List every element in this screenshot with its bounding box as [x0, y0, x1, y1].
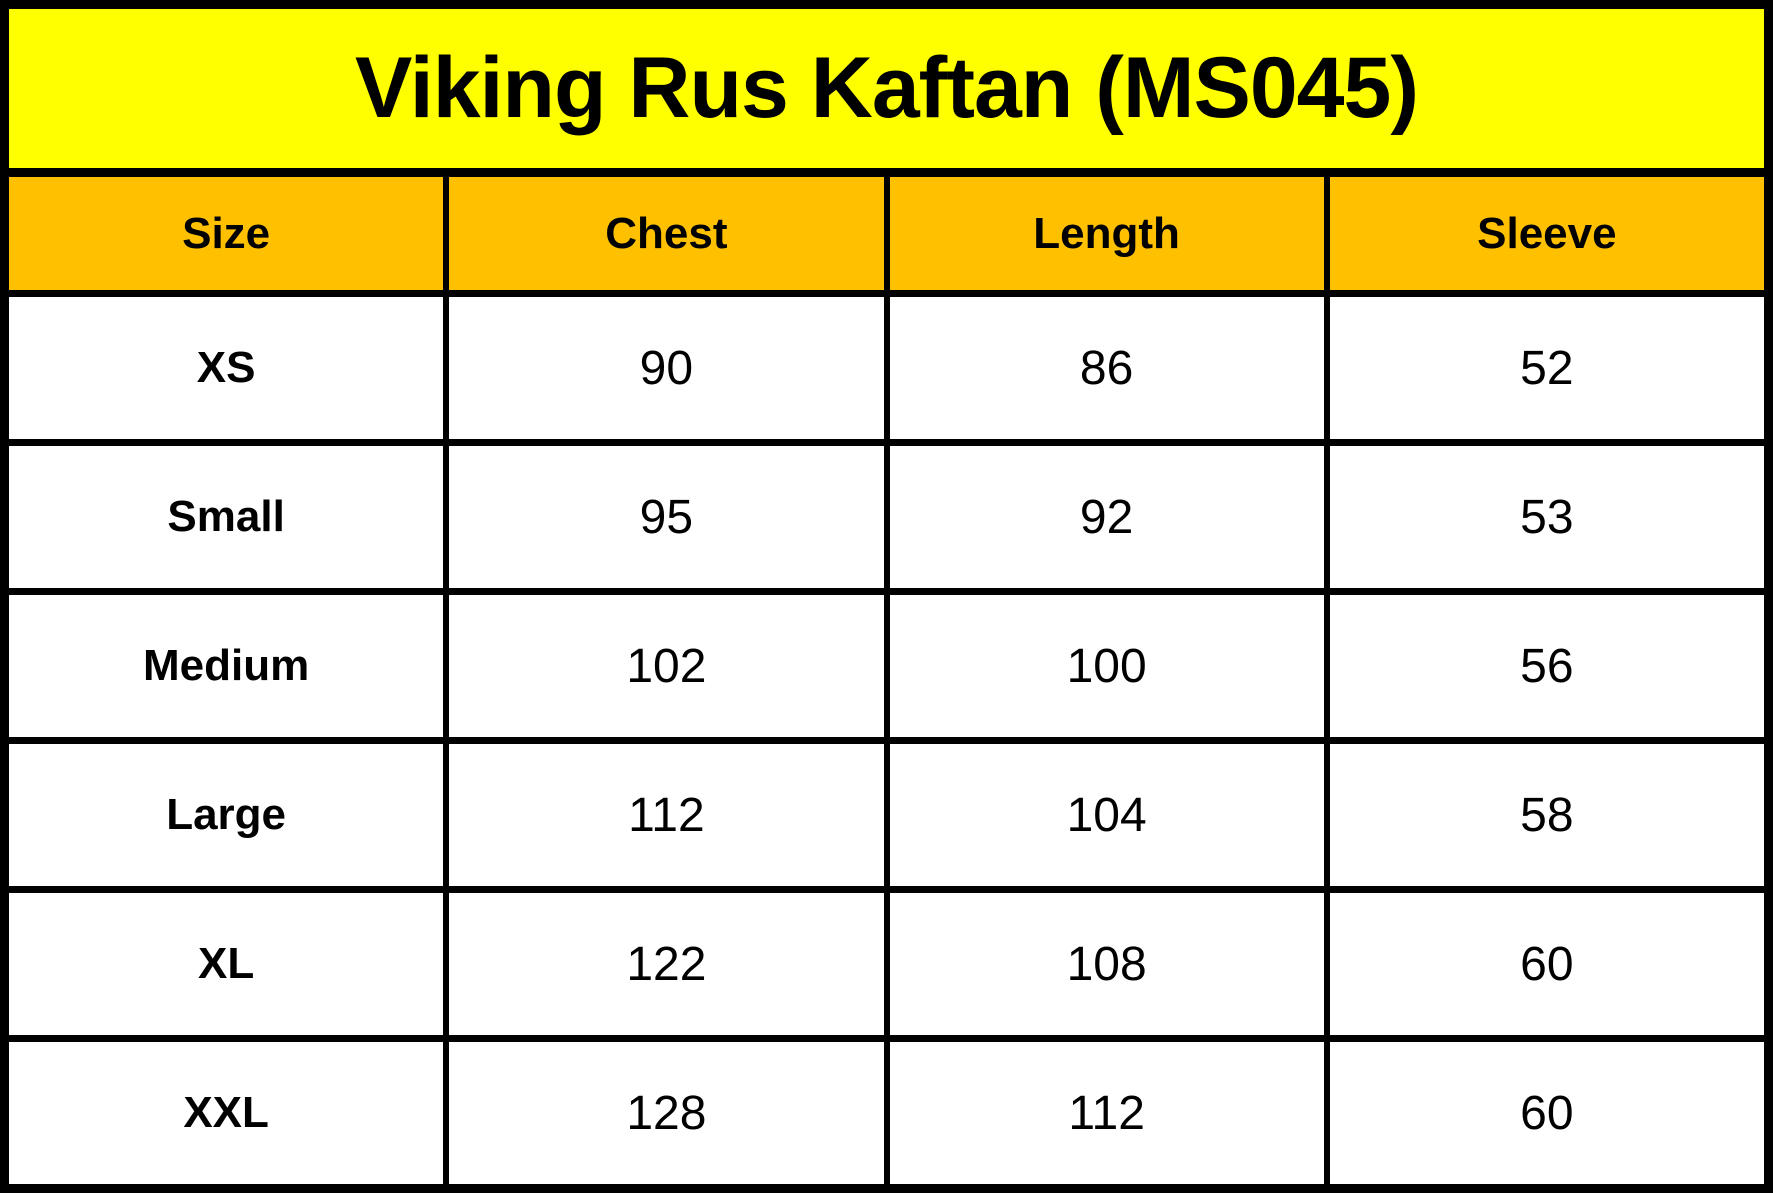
table-row: XXL 128 112 60 [9, 1042, 1764, 1184]
table-row: Large 112 104 58 [9, 744, 1764, 893]
size-label: Medium [9, 595, 450, 737]
size-label: XS [9, 297, 450, 439]
column-header-sleeve: Sleeve [1477, 208, 1617, 258]
measurement-value: 60 [1520, 937, 1574, 991]
measurement-value: 95 [449, 446, 890, 588]
measurement-value: 122 [449, 893, 890, 1035]
measurement-value: 92 [890, 446, 1330, 588]
size-label: XXL [9, 1042, 450, 1184]
measurement-value: 104 [890, 744, 1330, 886]
size-label: XL [9, 893, 450, 1035]
page-title: Viking Rus Kaftan (MS045) [355, 40, 1419, 136]
measurement-value: 128 [449, 1042, 890, 1184]
measurement-value: 100 [890, 595, 1330, 737]
measurement-value: 102 [449, 595, 890, 737]
measurement-value: 112 [449, 744, 890, 886]
table-row: XS 90 86 52 [9, 297, 1764, 446]
table-row: Medium 102 100 56 [9, 595, 1764, 744]
column-header-chest: Chest [449, 177, 890, 290]
table-row: XL 122 108 60 [9, 893, 1764, 1042]
size-label: Large [9, 744, 450, 886]
title-bar: Viking Rus Kaftan (MS045) [9, 9, 1764, 177]
measurement-value: 56 [1520, 639, 1574, 693]
table-row: Small 95 92 53 [9, 446, 1764, 595]
column-header-size: Size [9, 177, 450, 290]
measurement-value: 53 [1520, 490, 1574, 544]
measurement-value: 60 [1520, 1086, 1574, 1140]
measurement-value: 52 [1520, 341, 1574, 395]
measurement-value: 90 [449, 297, 890, 439]
column-header-length: Length [890, 177, 1330, 290]
measurement-value: 86 [890, 297, 1330, 439]
measurement-value: 58 [1520, 788, 1574, 842]
measurement-value: 112 [890, 1042, 1330, 1184]
size-label: Small [9, 446, 450, 588]
measurement-value: 108 [890, 893, 1330, 1035]
table-header-row: Size Chest Length Sleeve [9, 177, 1764, 297]
